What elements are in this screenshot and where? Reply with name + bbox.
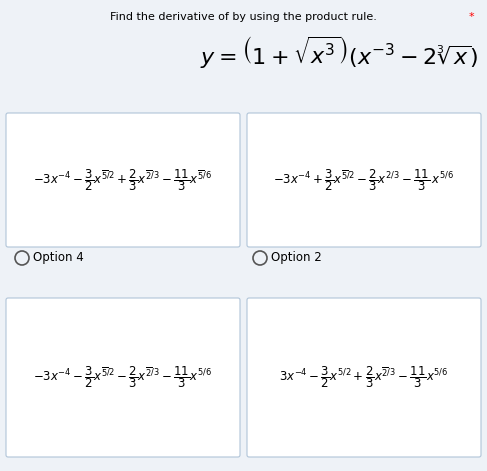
Text: $-3x^{-4}-\dfrac{3}{2}x^{\overline{5}/2}+\dfrac{2}{3}x^{\overline{2}/3}-\dfrac{1: $-3x^{-4}-\dfrac{3}{2}x^{\overline{5}/2}… <box>34 167 213 193</box>
FancyBboxPatch shape <box>6 298 240 457</box>
Text: Option 4: Option 4 <box>33 252 84 265</box>
FancyBboxPatch shape <box>247 298 481 457</box>
Text: *: * <box>468 12 474 22</box>
Text: $y = \left(1 + \sqrt{x^3}\right)\left(x^{-3} - 2\sqrt[3]{x}\right)$: $y = \left(1 + \sqrt{x^3}\right)\left(x^… <box>200 35 478 71</box>
Text: $3x^{-4}-\dfrac{3}{2}x^{5/2}+\dfrac{2}{3}x^{\overline{2}/3}-\dfrac{11}{3}x^{5/6}: $3x^{-4}-\dfrac{3}{2}x^{5/2}+\dfrac{2}{3… <box>280 364 449 390</box>
Text: Option 2: Option 2 <box>271 252 322 265</box>
Text: $-3x^{-4}-\dfrac{3}{2}x^{\overline{5}/2}-\dfrac{2}{3}x^{\overline{2}/3}-\dfrac{1: $-3x^{-4}-\dfrac{3}{2}x^{\overline{5}/2}… <box>34 364 213 390</box>
Text: $-3x^{-4}+\dfrac{3}{2}x^{\overline{5}/2}-\dfrac{2}{3}x^{2/3}-\dfrac{11}{3}\,x^{5: $-3x^{-4}+\dfrac{3}{2}x^{\overline{5}/2}… <box>274 167 454 193</box>
FancyBboxPatch shape <box>247 113 481 247</box>
Text: Find the derivative of by using the product rule.: Find the derivative of by using the prod… <box>110 12 376 22</box>
FancyBboxPatch shape <box>6 113 240 247</box>
